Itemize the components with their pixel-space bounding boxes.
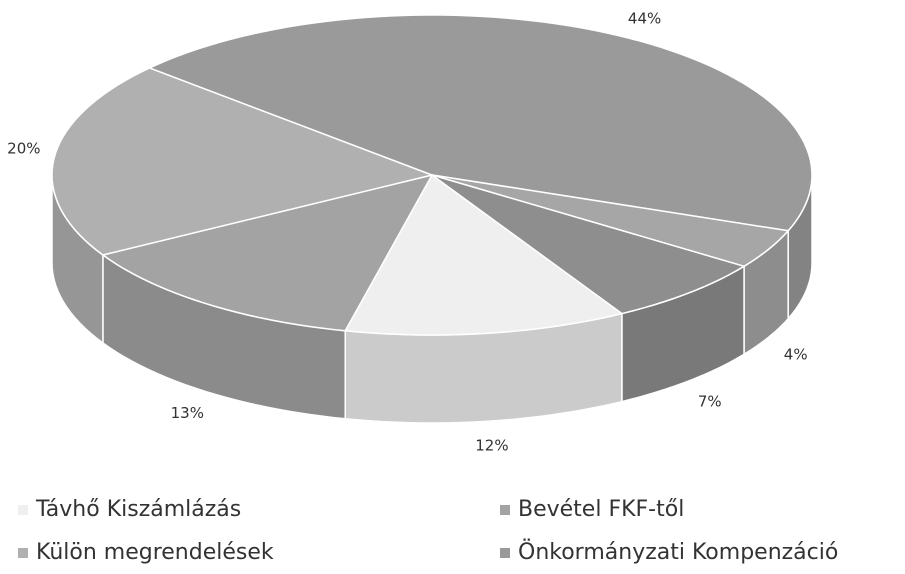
data-label: 7% xyxy=(698,393,722,411)
legend-label: Bevétel FKF-től xyxy=(518,497,684,522)
legend-label: Önkormányzati Kompenzáció xyxy=(518,539,838,565)
legend-swatch xyxy=(18,505,28,515)
pie-slice xyxy=(431,174,790,268)
pie-slice xyxy=(51,67,435,256)
legend-swatch xyxy=(500,548,510,558)
data-label: 44% xyxy=(628,10,661,28)
data-label: 13% xyxy=(171,404,204,422)
pie-tops xyxy=(51,14,813,336)
data-label: 20% xyxy=(7,139,40,157)
pie-slice xyxy=(431,174,746,315)
data-label: 12% xyxy=(475,436,508,454)
data-label: 4% xyxy=(784,346,808,364)
pie-slice xyxy=(344,173,624,336)
legend-swatch xyxy=(500,505,510,515)
pie-slice xyxy=(147,14,813,232)
pie-slice xyxy=(101,173,434,332)
legend-swatch xyxy=(18,548,28,558)
legend-label: Külön megrendelések xyxy=(36,540,274,565)
legend-label: Távhő Kiszámlázás xyxy=(35,497,241,522)
